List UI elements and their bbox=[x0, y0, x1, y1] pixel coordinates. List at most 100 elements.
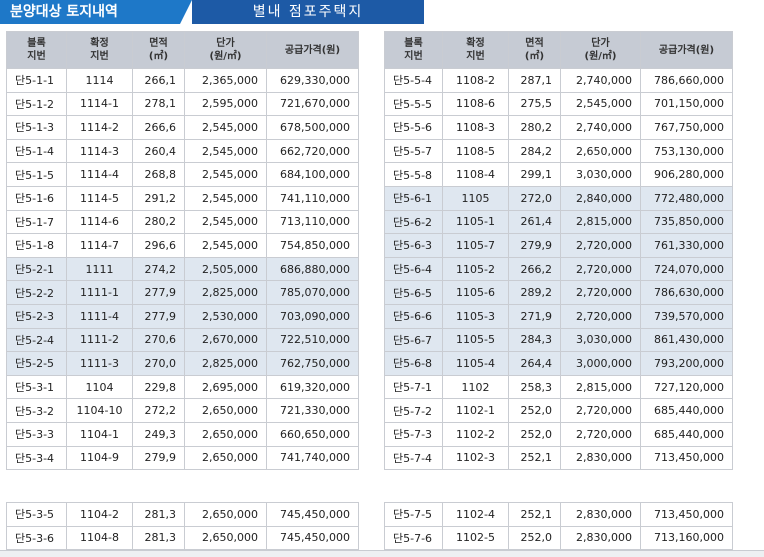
column-header-supply-price: 공급가격(원) bbox=[266, 31, 359, 69]
cell-area: 252,0 bbox=[508, 421, 561, 447]
table-row: 단5-6-2 1105-1 261,4 2,815,000 735,850,000 bbox=[384, 209, 733, 235]
cell-confirmed-lot: 1105-1 bbox=[442, 209, 509, 235]
cell-area: 299,1 bbox=[508, 162, 561, 187]
cell-unit-price: 2,650,000 bbox=[184, 525, 267, 551]
cell-unit-price: 2,595,000 bbox=[184, 91, 267, 117]
cell-confirmed-lot: 1104-8 bbox=[66, 525, 133, 551]
cell-block-lot: 단5-5-6 bbox=[384, 115, 443, 140]
cell-unit-price: 2,545,000 bbox=[184, 233, 267, 258]
cell-supply-price: 727,120,000 bbox=[640, 374, 733, 400]
cell-confirmed-lot: 1104 bbox=[66, 374, 133, 400]
table-row: 단5-1-2 1114-1 278,1 2,595,000 721,670,000 bbox=[6, 91, 359, 117]
table-row: 단5-2-1 1111 274,2 2,505,000 686,880,000 bbox=[6, 256, 359, 282]
cell-supply-price: 722,510,000 bbox=[266, 327, 359, 353]
cell-supply-price: 721,670,000 bbox=[266, 91, 359, 117]
cell-block-lot: 단5-6-6 bbox=[384, 303, 443, 329]
table-row: 단5-5-6 1108-3 280,2 2,740,000 767,750,000 bbox=[384, 115, 733, 140]
table-row: 단5-5-7 1108-5 284,2 2,650,000 753,130,000 bbox=[384, 138, 733, 164]
cell-area: 284,2 bbox=[508, 138, 561, 164]
cell-supply-price: 678,500,000 bbox=[266, 115, 359, 140]
cell-unit-price: 2,545,000 bbox=[184, 115, 267, 140]
table-row: 단5-1-3 1114-2 266,6 2,545,000 678,500,000 bbox=[6, 115, 359, 140]
cell-supply-price: 619,320,000 bbox=[266, 374, 359, 400]
cell-unit-price: 2,530,000 bbox=[184, 303, 267, 329]
table-row: 단5-7-1 1102 258,3 2,815,000 727,120,000 bbox=[384, 374, 733, 400]
cell-unit-price: 2,740,000 bbox=[560, 115, 641, 140]
cell-supply-price: 786,630,000 bbox=[640, 280, 733, 305]
cell-block-lot: 단5-7-4 bbox=[384, 445, 443, 471]
cell-supply-price: 741,740,000 bbox=[266, 445, 359, 471]
cell-area: 271,9 bbox=[508, 303, 561, 329]
cell-block-lot: 단5-3-3 bbox=[6, 421, 67, 447]
cell-area: 258,3 bbox=[508, 374, 561, 400]
cell-area: 270,6 bbox=[132, 327, 185, 353]
cell-confirmed-lot: 1108-4 bbox=[442, 162, 509, 187]
cell-supply-price: 739,570,000 bbox=[640, 303, 733, 329]
column-header-block-lot: 블록 지번 bbox=[6, 31, 67, 69]
land-table-right: 블록 지번 확정 지번 면적 (㎡) 단가 (원/㎡) 공급가격(원) 단5-5-4 1108-2… bbox=[384, 31, 733, 471]
table-row: 단5-7-2 1102-1 252,0 2,720,000 685,440,000 bbox=[384, 398, 733, 423]
table-header-row: 블록 지번 확정 지번 면적 (㎡) 단가 (원/㎡) 공급가격(원) bbox=[384, 31, 733, 69]
cell-block-lot: 단5-2-5 bbox=[6, 351, 67, 376]
table-row: 단5-7-4 1102-3 252,1 2,830,000 713,450,000 bbox=[384, 445, 733, 471]
cell-unit-price: 2,815,000 bbox=[560, 209, 641, 235]
cell-confirmed-lot: 1111-4 bbox=[66, 303, 133, 329]
cell-block-lot: 단5-2-3 bbox=[6, 303, 67, 329]
cell-confirmed-lot: 1108-5 bbox=[442, 138, 509, 164]
cell-block-lot: 단5-6-3 bbox=[384, 233, 443, 258]
table-row: 단5-6-8 1105-4 264,4 3,000,000 793,200,000 bbox=[384, 351, 733, 376]
table-body: 단5-7-5 1102-4 252,1 2,830,000 713,450,000 단5-… bbox=[384, 502, 733, 551]
cell-area: 270,0 bbox=[132, 351, 185, 376]
cell-confirmed-lot: 1102-3 bbox=[442, 445, 509, 471]
cell-block-lot: 단5-5-4 bbox=[384, 68, 443, 93]
cell-block-lot: 단5-7-3 bbox=[384, 421, 443, 447]
cell-confirmed-lot: 1104-1 bbox=[66, 421, 133, 447]
cell-supply-price: 703,090,000 bbox=[266, 303, 359, 329]
cell-unit-price: 2,650,000 bbox=[560, 138, 641, 164]
cell-supply-price: 772,480,000 bbox=[640, 185, 733, 211]
cell-block-lot: 단5-1-3 bbox=[6, 115, 67, 140]
cell-block-lot: 단5-2-4 bbox=[6, 327, 67, 353]
cell-unit-price: 2,545,000 bbox=[184, 185, 267, 211]
cell-supply-price: 745,450,000 bbox=[266, 525, 359, 551]
cell-area: 284,3 bbox=[508, 327, 561, 353]
table-row: 단5-1-1 1114 266,1 2,365,000 629,330,000 bbox=[6, 68, 359, 93]
cell-block-lot: 단5-7-6 bbox=[384, 525, 443, 551]
cell-area: 252,0 bbox=[508, 398, 561, 423]
cell-unit-price: 2,670,000 bbox=[184, 327, 267, 353]
cell-unit-price: 2,720,000 bbox=[560, 421, 641, 447]
page-gap bbox=[0, 486, 764, 500]
cell-unit-price: 2,840,000 bbox=[560, 185, 641, 211]
cell-area: 266,6 bbox=[132, 115, 185, 140]
cell-block-lot: 단5-2-2 bbox=[6, 280, 67, 305]
cell-supply-price: 745,450,000 bbox=[266, 502, 359, 527]
cell-block-lot: 단5-5-7 bbox=[384, 138, 443, 164]
cell-supply-price: 754,850,000 bbox=[266, 233, 359, 258]
column-header-area: 면적 (㎡) bbox=[132, 31, 185, 69]
cell-block-lot: 단5-7-1 bbox=[384, 374, 443, 400]
cell-unit-price: 2,365,000 bbox=[184, 68, 267, 93]
cell-supply-price: 724,070,000 bbox=[640, 256, 733, 282]
cell-area: 229,8 bbox=[132, 374, 185, 400]
cell-block-lot: 단5-7-5 bbox=[384, 502, 443, 527]
cell-confirmed-lot: 1102-4 bbox=[442, 502, 509, 527]
table-row: 단5-1-5 1114-4 268,8 2,545,000 684,100,000 bbox=[6, 162, 359, 187]
cell-confirmed-lot: 1104-2 bbox=[66, 502, 133, 527]
cell-confirmed-lot: 1114-6 bbox=[66, 209, 133, 235]
cell-area: 272,2 bbox=[132, 398, 185, 423]
column-header-unit-price: 단가 (원/㎡) bbox=[560, 31, 641, 69]
table-row: 단5-5-5 1108-6 275,5 2,545,000 701,150,000 bbox=[384, 91, 733, 117]
table-row: 단5-2-4 1111-2 270,6 2,670,000 722,510,000 bbox=[6, 327, 359, 353]
cell-supply-price: 713,450,000 bbox=[640, 445, 733, 471]
cell-confirmed-lot: 1114-2 bbox=[66, 115, 133, 140]
cell-supply-price: 767,750,000 bbox=[640, 115, 733, 140]
land-table-left-continued: 단5-3-5 1104-2 281,3 2,650,000 745,450,000 단5-… bbox=[6, 502, 359, 551]
cell-unit-price: 2,830,000 bbox=[560, 525, 641, 551]
cell-area: 252,0 bbox=[508, 525, 561, 551]
cell-unit-price: 2,650,000 bbox=[184, 502, 267, 527]
table-row: 단5-2-2 1111-1 277,9 2,825,000 785,070,000 bbox=[6, 280, 359, 305]
cell-supply-price: 753,130,000 bbox=[640, 138, 733, 164]
cell-unit-price: 2,825,000 bbox=[184, 351, 267, 376]
cell-unit-price: 3,000,000 bbox=[560, 351, 641, 376]
cell-supply-price: 662,720,000 bbox=[266, 138, 359, 164]
